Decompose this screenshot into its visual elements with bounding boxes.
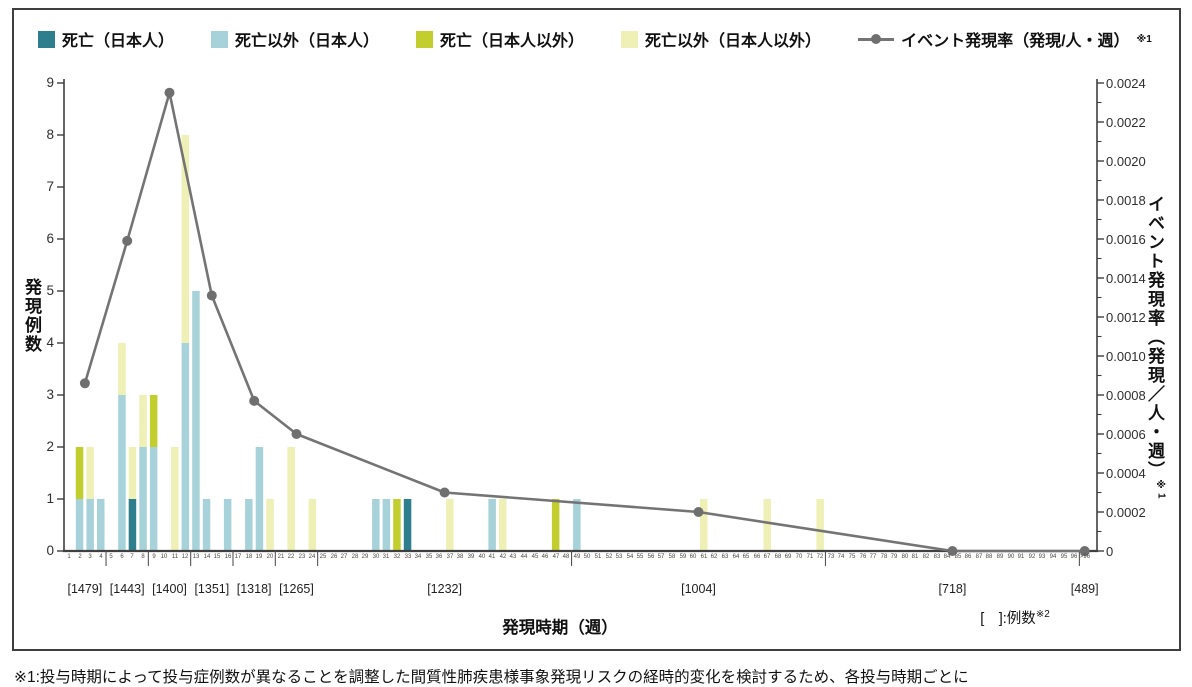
bar-segment-week-72	[816, 499, 824, 551]
event-rate-marker-week-36.5	[439, 487, 450, 498]
bar-segment-week-42	[499, 499, 507, 551]
bar-segment-week-22	[287, 447, 295, 551]
bar-segment-week-6	[118, 343, 126, 395]
bar-segment-week-2	[75, 499, 84, 551]
legend-swatch-nondeath-japanese	[211, 30, 229, 48]
event-rate-marker-week-60.5	[693, 507, 704, 517]
bar-segment-week-41	[488, 499, 496, 551]
bar-segment-week-47	[551, 499, 560, 551]
bar-segment-week-33	[403, 499, 412, 551]
event-rate-marker-week-18.5	[249, 395, 260, 406]
event-rate-marker-week-10.5	[164, 87, 175, 98]
bar-segment-week-3	[86, 447, 94, 499]
y-axis-left-title: 発現例数	[22, 278, 41, 354]
bar-segment-week-12	[181, 135, 190, 343]
bar-segment-week-49	[573, 499, 581, 551]
bar-segment-week-16	[223, 499, 232, 551]
bar-segment-week-24	[308, 499, 317, 551]
event-rate-marker-week-97	[1079, 546, 1090, 556]
bar-segment-week-11	[171, 447, 179, 551]
event-rate-marker-week-84.5	[947, 546, 958, 556]
event-rate-marker-week-14.5	[206, 290, 217, 301]
bar-segment-week-19	[255, 447, 264, 551]
bar-segment-week-30	[372, 499, 380, 551]
bar-segment-week-6	[118, 395, 126, 551]
line-marker-icon	[858, 30, 895, 48]
y-axis-right-title: イベント発現率（発現／人・週）※1	[1142, 195, 1167, 501]
y-axis-right-title-superscript: ※1	[1155, 480, 1167, 501]
bar-segment-week-4	[97, 499, 105, 551]
bar-segment-week-61	[700, 499, 708, 551]
legend-label: イベント発現率（発現/人・週）	[901, 33, 1130, 50]
legend-label: 死亡以外（日本人以外）	[645, 33, 822, 50]
event-rate-marker-week-6.5	[122, 235, 133, 246]
bar-segment-week-9	[149, 395, 158, 447]
bar-segment-week-8	[139, 395, 147, 447]
bar-segment-week-37	[446, 499, 454, 551]
bar-segment-week-12	[181, 343, 190, 551]
footnote-text: ※1:投与時期によって投与症例数が異なることを調整した間質性肺疾患様事象発現リス…	[14, 669, 969, 686]
legend-label-superscript: ※1	[1136, 33, 1152, 45]
legend-label: 死亡（日本人）	[62, 33, 175, 50]
bar-segment-week-2	[75, 447, 84, 499]
event-rate-marker-week-2.5	[79, 378, 90, 389]
bar-segment-week-13	[192, 291, 200, 551]
bar-segment-week-31	[382, 499, 391, 551]
legend-swatch-death-japanese	[38, 30, 55, 48]
y-axis-right-title-text: イベント発現率（発現／人・週）	[1145, 195, 1164, 480]
bar-segment-week-7	[128, 447, 137, 499]
bar-segment-week-14	[202, 499, 211, 551]
bar-segment-week-8	[139, 447, 147, 551]
legend-label: 死亡以外（日本人）	[235, 33, 380, 50]
event-rate-marker-week-22.5	[291, 429, 302, 439]
legend-item-death-nonjapanese: 死亡（日本人以外）	[416, 27, 584, 51]
legend-swatch-nondeath-nonjapanese	[621, 30, 639, 48]
legend-item-event-rate-line: イベント発現率（発現/人・週） ※1	[858, 27, 1152, 51]
bar-segment-week-20	[266, 499, 274, 551]
bar-segment-week-3	[86, 499, 94, 551]
bar-segment-week-32	[393, 499, 401, 551]
bar-segment-week-7	[128, 499, 137, 551]
event-rate-line	[83, 91, 1085, 553]
chart-legend: 死亡（日本人） 死亡以外（日本人） 死亡（日本人以外） 死亡以外（日本人以外） …	[38, 27, 1152, 51]
legend-item-nondeath-japanese: 死亡以外（日本人）	[211, 27, 379, 51]
legend-item-death-japanese: 死亡（日本人）	[38, 27, 174, 51]
legend-item-nondeath-nonjapanese: 死亡以外（日本人以外）	[621, 27, 821, 51]
legend-label: 死亡（日本人以外）	[440, 33, 585, 50]
bar-segment-week-9	[149, 447, 158, 551]
bar-segment-week-67	[763, 499, 771, 551]
legend-swatch-death-nonjapanese	[416, 30, 434, 48]
bar-segment-week-18	[245, 499, 253, 551]
